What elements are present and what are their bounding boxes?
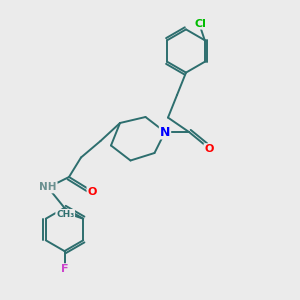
Text: N: N — [160, 125, 170, 139]
Text: CH₃: CH₃ — [56, 210, 74, 219]
Text: NH: NH — [39, 182, 57, 193]
Text: O: O — [204, 144, 214, 154]
Text: Cl: Cl — [194, 19, 206, 29]
Text: O: O — [87, 187, 97, 197]
Text: F: F — [61, 264, 68, 274]
